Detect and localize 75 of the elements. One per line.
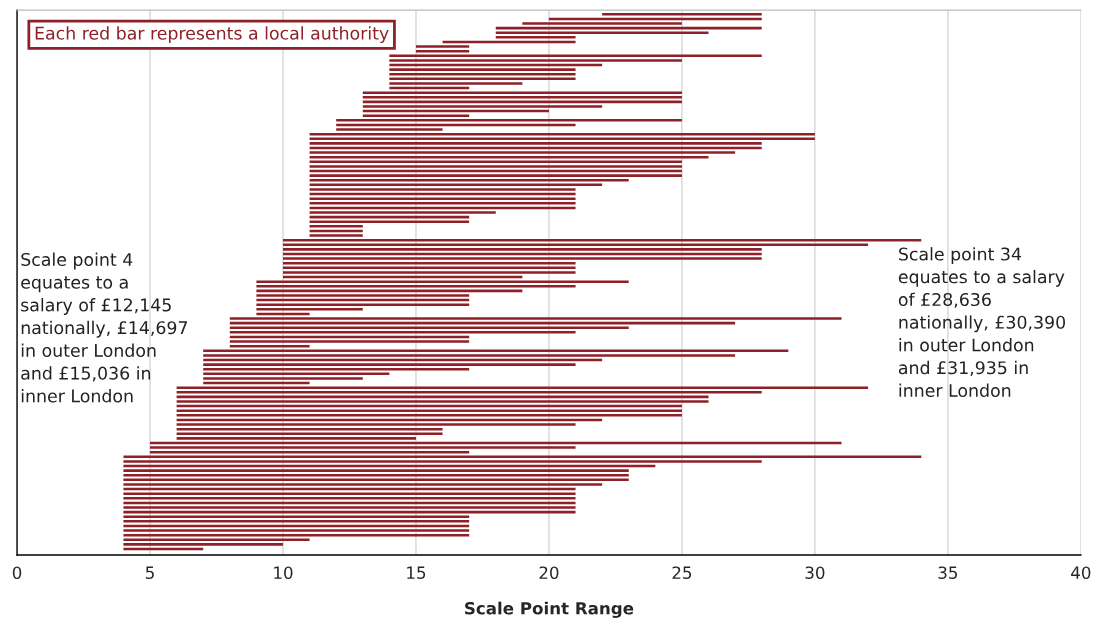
bar	[176, 437, 416, 440]
bar	[309, 142, 762, 145]
bar	[176, 391, 762, 394]
x-tick-label: 10	[274, 566, 293, 579]
bar	[389, 82, 523, 85]
bar	[203, 354, 736, 357]
bar	[309, 165, 682, 168]
bar	[176, 423, 576, 426]
bar	[522, 22, 682, 25]
bar	[309, 211, 496, 214]
bar	[176, 386, 869, 389]
x-tick-label: 15	[407, 566, 426, 579]
x-tick-label: 30	[805, 566, 825, 579]
x-tick-label: 40	[1071, 566, 1091, 579]
bar	[389, 59, 682, 62]
bar	[123, 506, 576, 509]
bar	[336, 119, 682, 122]
bar	[229, 326, 629, 330]
bar	[229, 340, 470, 343]
bar	[309, 151, 736, 154]
bar	[123, 543, 283, 546]
bar	[229, 331, 576, 334]
bar	[309, 220, 470, 223]
bar	[309, 174, 682, 177]
bar	[256, 280, 629, 283]
bar	[123, 529, 470, 532]
bar	[203, 363, 576, 366]
annotation: Scale point 34 equates to a salary of £28,636 nationally, £30,390 in outer London and £31,935 in inner London	[898, 247, 1066, 398]
bar	[309, 178, 629, 182]
bar	[256, 294, 470, 297]
bar	[309, 202, 576, 205]
bar	[362, 96, 682, 99]
bar	[123, 492, 576, 495]
bar	[123, 469, 629, 472]
bar	[309, 225, 363, 228]
bar	[123, 520, 470, 523]
bar	[495, 31, 709, 35]
bar	[123, 460, 762, 463]
bar	[123, 473, 629, 477]
bar	[602, 13, 762, 16]
bar	[362, 114, 470, 117]
bar	[415, 45, 470, 48]
bar	[309, 197, 576, 200]
bar	[176, 400, 709, 403]
bar	[362, 91, 682, 94]
bar	[256, 284, 576, 288]
bar	[176, 414, 682, 417]
x-tick-label: 0	[12, 566, 22, 579]
bar	[309, 137, 815, 141]
x-tick-label: 20	[539, 566, 559, 579]
annotation: Scale point 4 equates to a salary of £12,145 nationally, £14,697 in outer London and £15,036 in inner London	[21, 252, 188, 403]
x-axis-title: Scale Point Range	[465, 601, 634, 618]
bar	[176, 432, 443, 436]
bar	[203, 377, 363, 380]
bar	[389, 68, 576, 71]
bar	[123, 483, 603, 486]
x-tick-label: 35	[938, 566, 958, 579]
bar	[309, 234, 363, 237]
bar	[176, 409, 682, 412]
bar	[256, 303, 470, 306]
bar	[282, 271, 576, 274]
bar	[150, 446, 576, 449]
bar	[282, 257, 762, 260]
bar	[256, 308, 363, 311]
bar	[336, 128, 443, 131]
bar	[123, 497, 576, 500]
bar	[309, 188, 576, 191]
bar	[282, 248, 762, 251]
x-tick-label: 25	[672, 566, 692, 579]
bar	[362, 105, 603, 108]
bar	[123, 515, 470, 518]
x-tick-label: 5	[146, 566, 154, 579]
bar	[495, 36, 576, 39]
annotation: Each red bar represents a local authority	[35, 26, 389, 44]
bar	[229, 317, 842, 320]
